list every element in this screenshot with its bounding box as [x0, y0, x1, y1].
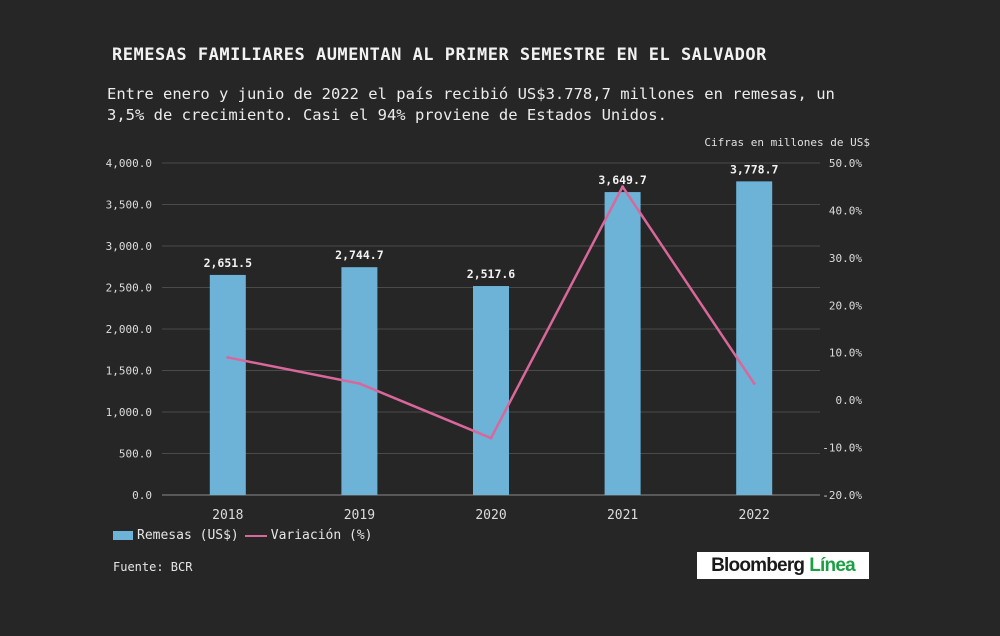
y-right-tick-label: -20.0%: [822, 489, 862, 502]
logo-main-text: Bloomberg: [711, 554, 805, 576]
units-note: Cifras en millones de US$: [704, 136, 870, 149]
bar-value-label: 2,517.6: [467, 267, 516, 281]
x-tick-label: 2018: [212, 508, 243, 523]
bar-value-label: 2,744.7: [335, 248, 384, 262]
chart-legend: Remesas (US$) Variación (%): [113, 528, 373, 543]
y-right-tick-label: -10.0%: [822, 442, 862, 455]
x-tick-label: 2019: [344, 508, 375, 523]
variation-point-2019: [357, 382, 361, 386]
y-left-tick-label: 2,500.0: [106, 282, 152, 295]
legend-line-swatch: [244, 534, 267, 537]
legend-bar-swatch: [113, 531, 133, 540]
logo-accent-text: Línea: [809, 554, 855, 576]
bar-value-label: 3,649.7: [598, 173, 647, 187]
y-right-tick-label: 10.0%: [829, 347, 862, 360]
x-tick-label: 2022: [739, 508, 770, 523]
y-left-tick-label: 3,000.0: [106, 240, 152, 253]
y-right-tick-label: 30.0%: [829, 252, 862, 265]
y-right-tick-label: 0.0%: [836, 394, 863, 407]
variation-point-2018: [226, 355, 230, 359]
y-left-tick-label: 3,500.0: [106, 199, 152, 212]
bar-2020: [473, 286, 509, 495]
bar-value-label: 3,778.7: [730, 162, 779, 176]
y-left-tick-label: 500.0: [119, 448, 152, 461]
y-left-tick-label: 0.0: [132, 489, 152, 502]
y-left-tick-label: 2,000.0: [106, 323, 152, 336]
bar-2021: [604, 192, 641, 496]
x-tick-label: 2020: [475, 508, 506, 523]
y-right-tick-label: 20.0%: [829, 299, 862, 312]
chart-subtitle: Entre enero y junio de 2022 el país reci…: [107, 85, 835, 124]
y-left-tick-label: 4,000.0: [106, 157, 152, 170]
chart-title: REMESAS FAMILIARES AUMENTAN AL PRIMER SE…: [112, 45, 767, 65]
legend-line-label: Variación (%): [270, 528, 373, 543]
source-note: Fuente: BCR: [113, 560, 193, 574]
variation-point-2022: [752, 382, 756, 386]
variation-point-2020: [489, 436, 493, 440]
x-tick-label: 2021: [607, 508, 638, 523]
bar-value-label: 2,651.5: [204, 256, 253, 270]
bar-2022: [736, 181, 773, 495]
y-left-tick-label: 1,000.0: [106, 406, 152, 419]
y-right-tick-label: 50.0%: [829, 157, 862, 170]
y-right-tick-label: 40.0%: [829, 204, 862, 217]
bloomberg-linea-logo: Bloomberg Línea: [697, 552, 869, 579]
y-left-tick-label: 1,500.0: [106, 365, 152, 378]
bar-2018: [209, 274, 246, 495]
legend-bar-label: Remesas (US$): [137, 528, 239, 543]
variation-point-2021: [621, 185, 625, 189]
